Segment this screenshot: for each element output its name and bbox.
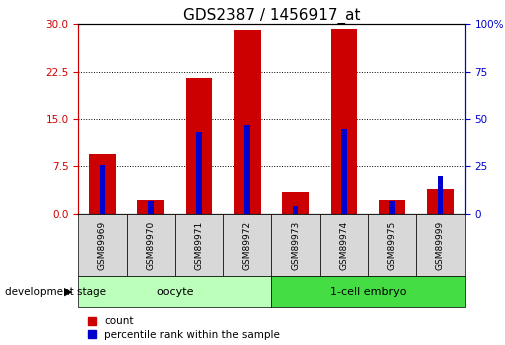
Bar [293,206,298,214]
Text: oocyte: oocyte [156,287,193,296]
Text: GSM89999: GSM89999 [436,220,445,269]
Legend: count, percentile rank within the sample: count, percentile rank within the sample [83,312,284,344]
Bar [341,128,347,214]
Text: development stage: development stage [5,287,106,296]
Bar [186,78,212,214]
Bar [127,214,175,276]
Bar [272,276,465,307]
Bar [320,214,368,276]
Text: GSM89975: GSM89975 [388,220,396,269]
Bar [389,201,395,214]
Bar [416,214,465,276]
Text: GSM89969: GSM89969 [98,220,107,269]
Text: GSM89971: GSM89971 [194,220,204,269]
Bar [137,200,164,214]
Bar [89,154,116,214]
Bar [331,29,357,214]
Bar [99,165,106,214]
Bar [282,192,309,214]
Text: GSM89970: GSM89970 [146,220,155,269]
Bar [379,200,406,214]
Bar [427,189,453,214]
Bar [234,30,261,214]
Bar [196,132,202,214]
Bar [223,214,272,276]
Bar [148,201,154,214]
Text: GSM89973: GSM89973 [291,220,300,269]
Bar [244,125,250,214]
Text: GSM89972: GSM89972 [243,220,252,269]
Bar [175,214,223,276]
Bar [78,214,127,276]
Bar [78,276,272,307]
Title: GDS2387 / 1456917_at: GDS2387 / 1456917_at [183,8,360,24]
Text: ▶: ▶ [64,287,72,296]
Text: GSM89974: GSM89974 [339,220,348,269]
Text: 1-cell embryo: 1-cell embryo [330,287,406,296]
Bar [272,214,320,276]
Bar [368,214,416,276]
Bar [437,176,443,214]
